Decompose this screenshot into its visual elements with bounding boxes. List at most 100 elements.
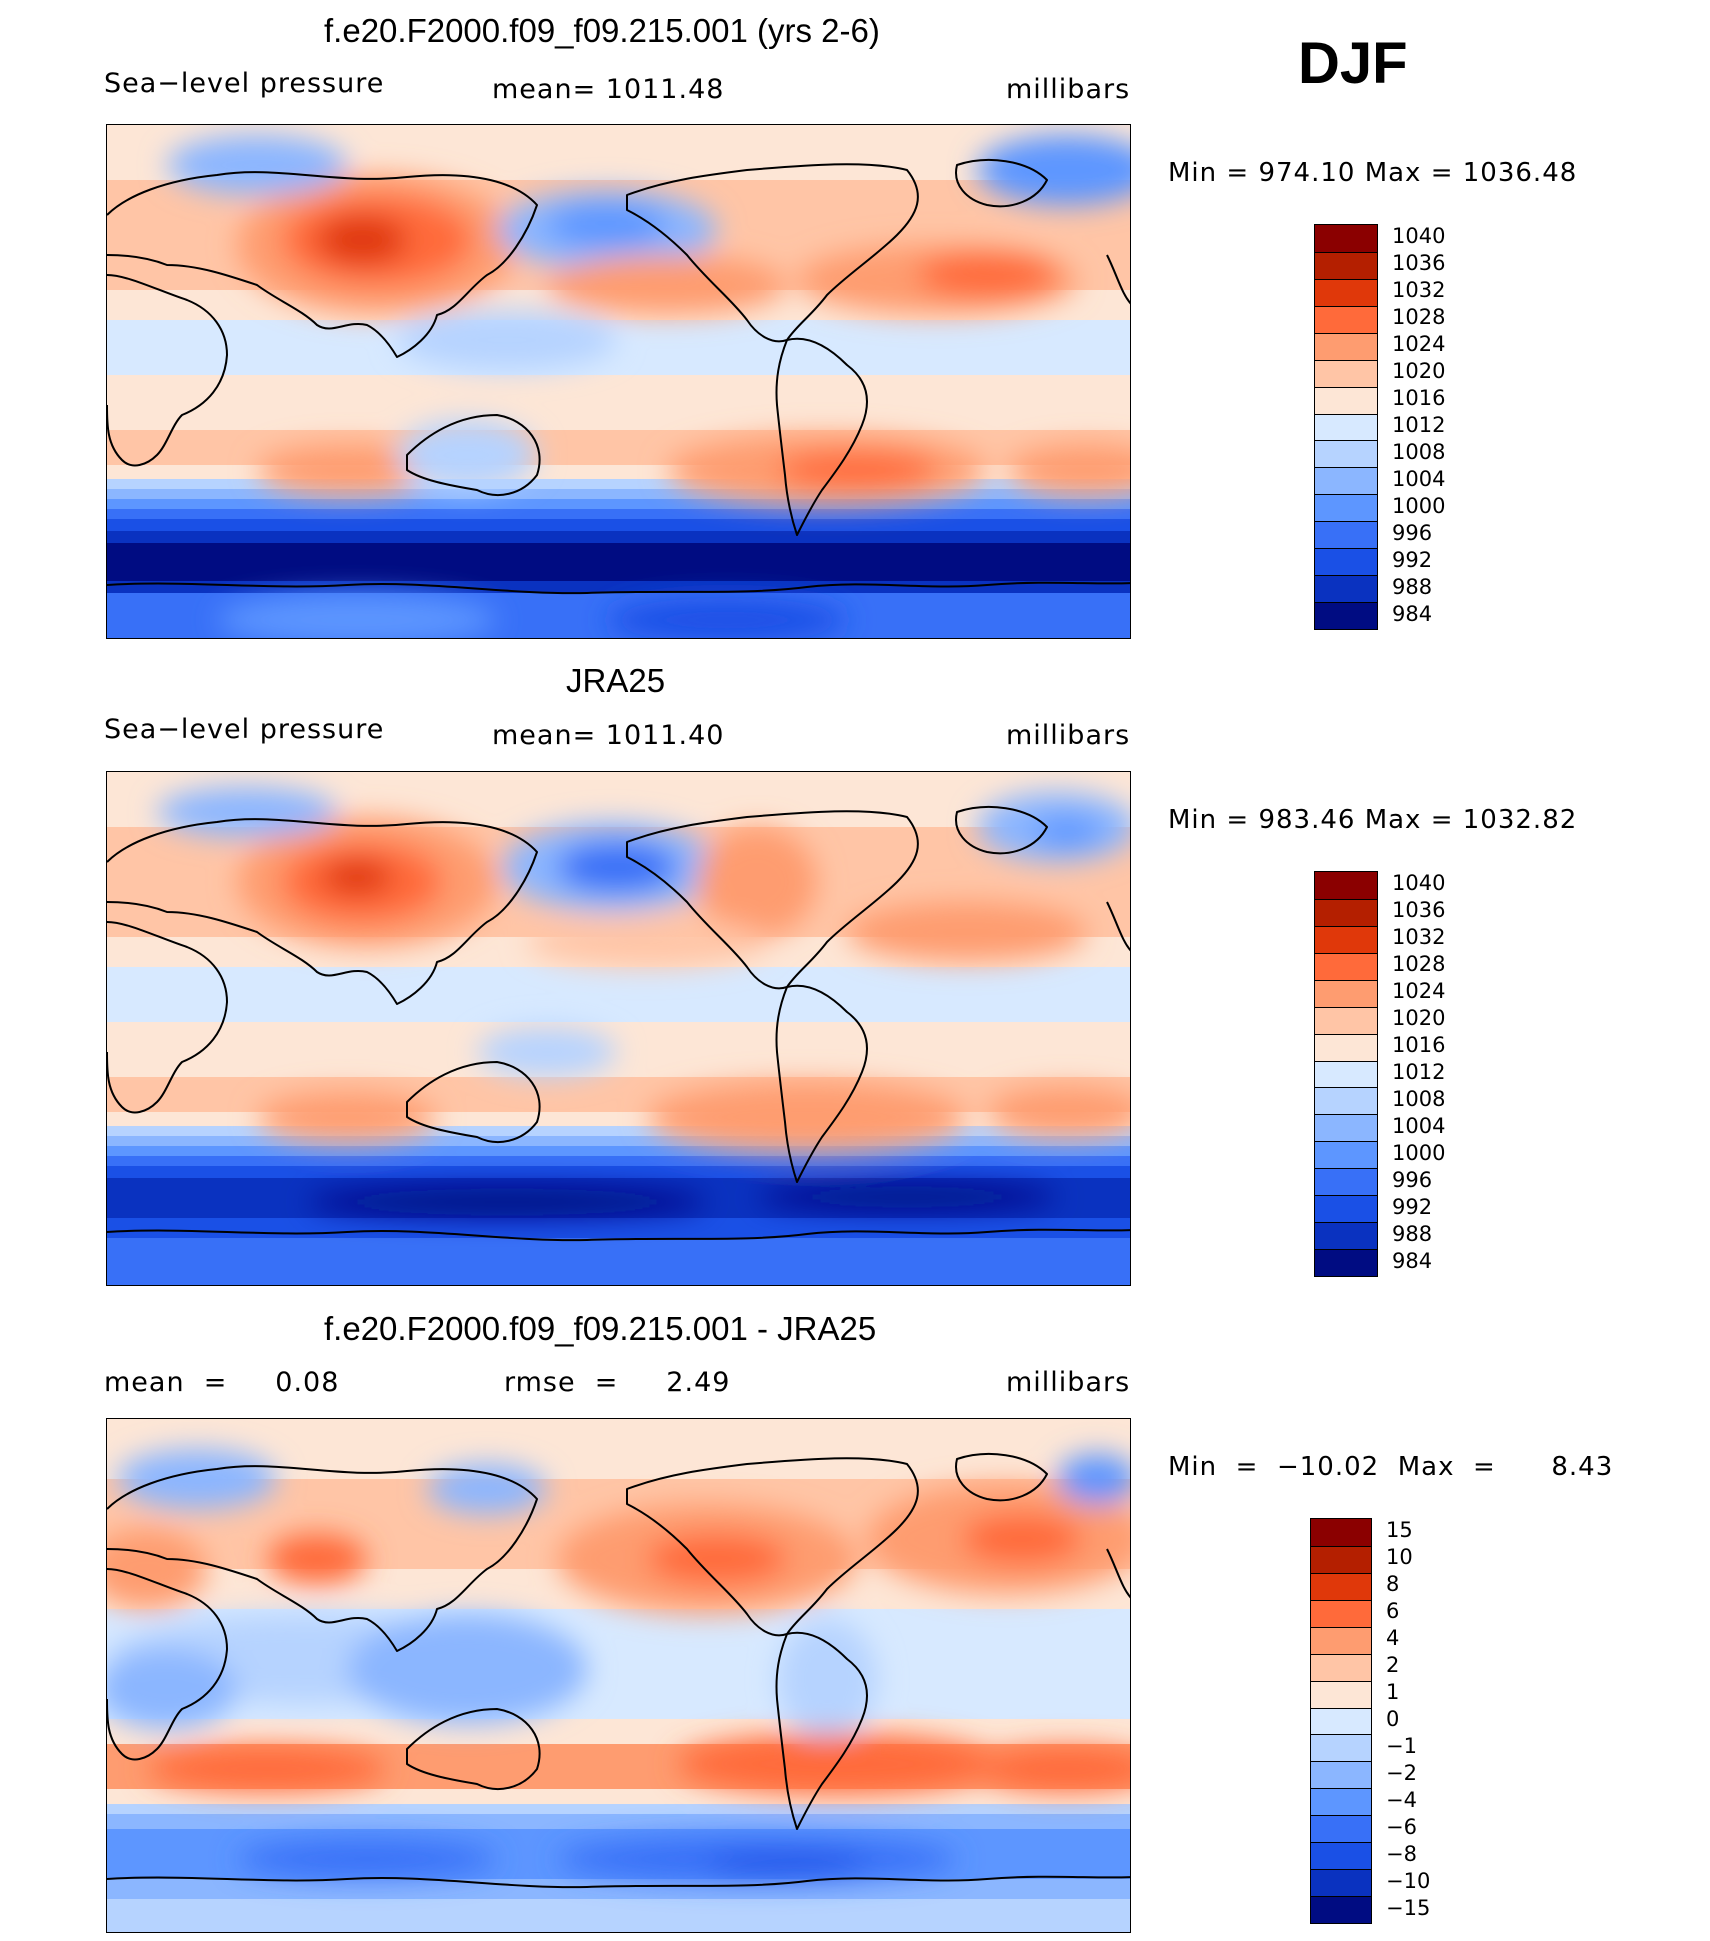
colorbar-level-label: 988	[1392, 574, 1433, 599]
colorbar-swatch	[1315, 548, 1377, 576]
colorbar-level-label: 1032	[1392, 925, 1446, 950]
colorbar-level-label: −4	[1386, 1787, 1417, 1812]
colorbar-swatch	[1315, 1114, 1377, 1142]
colorbar-level-label: 1008	[1392, 439, 1446, 464]
panel1-map	[106, 124, 1131, 639]
colorbar-swatch	[1315, 979, 1377, 1007]
colorbar-swatch	[1311, 1707, 1371, 1735]
panel3-rmse: rmse = 2.49	[504, 1367, 731, 1398]
colorbar-level-label: 1000	[1392, 493, 1446, 518]
colorbar-level-label: −6	[1386, 1814, 1417, 1839]
colorbar-swatch	[1315, 440, 1377, 468]
panel1-coastlines	[107, 159, 1130, 595]
colorbar-swatch	[1311, 1680, 1371, 1708]
colorbar-swatch	[1315, 602, 1377, 629]
colorbar-level-label: 1020	[1392, 359, 1446, 384]
colorbar-swatch	[1311, 1788, 1371, 1816]
colorbar-level-label: 15	[1386, 1518, 1413, 1543]
colorbar-swatch	[1311, 1896, 1371, 1923]
panel3-title: f.e20.F2000.f09_f09.215.001 - JRA25	[324, 1310, 877, 1347]
panel3-field-cells	[107, 1449, 1130, 1881]
colorbar-level-label: 996	[1392, 1167, 1433, 1192]
colorbar-swatch	[1311, 1599, 1371, 1627]
panel1-colorbar	[1314, 224, 1378, 630]
colorbar-swatch	[1311, 1761, 1371, 1789]
colorbar-level-label: 1012	[1392, 413, 1446, 437]
colorbar-swatch	[1315, 952, 1377, 980]
colorbar-level-label: 992	[1392, 1194, 1433, 1219]
panel3-coastlines	[107, 1453, 1130, 1889]
colorbar-swatch	[1311, 1869, 1371, 1897]
colorbar-swatch	[1311, 1815, 1371, 1843]
panel1-mean: mean= 1011.48	[492, 74, 725, 105]
colorbar-level-label: 1004	[1392, 466, 1446, 491]
colorbar-level-label: 996	[1392, 520, 1433, 545]
colorbar-level-label: 1028	[1392, 952, 1446, 977]
panel2-colorbar	[1314, 871, 1378, 1277]
colorbar-swatch	[1315, 467, 1377, 495]
colorbar-level-label: 1024	[1392, 332, 1446, 357]
colorbar-level-label: −15	[1386, 1895, 1431, 1920]
colorbar-level-label: −2	[1386, 1760, 1417, 1785]
colorbar-swatch	[1315, 1168, 1377, 1196]
colorbar-level-label: 1040	[1392, 224, 1446, 249]
colorbar-level-label: −10	[1386, 1868, 1431, 1893]
season-label: DJF	[1298, 31, 1408, 96]
colorbar-level-label: 4	[1386, 1626, 1400, 1651]
colorbar-swatch	[1315, 413, 1377, 441]
colorbar-level-label: 2	[1386, 1653, 1400, 1678]
colorbar-swatch	[1315, 898, 1377, 926]
panel3-units: millibars	[1006, 1367, 1131, 1398]
colorbar-swatch	[1315, 1249, 1377, 1276]
colorbar-swatch	[1311, 1842, 1371, 1870]
colorbar-level-label: 1008	[1392, 1086, 1446, 1111]
panel2-units: millibars	[1006, 720, 1131, 751]
colorbar-swatch	[1315, 278, 1377, 306]
colorbar-level-label: 1036	[1392, 251, 1446, 276]
colorbar-swatch	[1315, 1033, 1377, 1061]
colorbar-swatch	[1315, 925, 1377, 953]
colorbar-swatch	[1315, 1060, 1377, 1088]
colorbar-swatch	[1315, 251, 1377, 279]
panel2-map-svg	[107, 772, 1130, 1285]
colorbar-swatch	[1315, 1141, 1377, 1169]
colorbar-level-label: −8	[1386, 1841, 1417, 1866]
panel2-minmax: Min = 983.46 Max = 1032.82	[1168, 805, 1578, 835]
panel1-title: f.e20.F2000.f09_f09.215.001 (yrs 2-6)	[324, 12, 880, 49]
colorbar-swatch	[1311, 1734, 1371, 1762]
colorbar-swatch	[1315, 494, 1377, 522]
colorbar-swatch	[1311, 1653, 1371, 1681]
colorbar-swatch	[1315, 386, 1377, 414]
panel2-coastlines	[107, 806, 1130, 1242]
panel2-mean: mean= 1011.40	[492, 720, 725, 751]
colorbar-level-label: 8	[1386, 1572, 1400, 1597]
colorbar-level-label: 1016	[1392, 386, 1446, 411]
colorbar-level-label: 1036	[1392, 898, 1446, 923]
colorbar-level-label: 1028	[1392, 305, 1446, 330]
colorbar-swatch	[1315, 872, 1377, 899]
colorbar-swatch	[1315, 1006, 1377, 1034]
colorbar-level-label: 1	[1386, 1680, 1400, 1705]
colorbar-level-label: −1	[1386, 1733, 1417, 1758]
colorbar-swatch	[1315, 1222, 1377, 1250]
panel1-field-cells	[167, 135, 1130, 638]
colorbar-swatch	[1315, 332, 1377, 360]
panel1-variable: Sea−level pressure	[104, 68, 385, 99]
colorbar-level-label: 1000	[1392, 1140, 1446, 1165]
colorbar-swatch	[1311, 1519, 1371, 1546]
colorbar-swatch	[1315, 359, 1377, 387]
panel3-colorbar	[1310, 1518, 1372, 1924]
colorbar-level-label: 1012	[1392, 1060, 1446, 1084]
panel3-map	[106, 1418, 1131, 1933]
colorbar-level-label: 1020	[1392, 1006, 1446, 1031]
panel2-map	[106, 771, 1131, 1286]
panel2-title: JRA25	[566, 662, 666, 699]
panel2-variable: Sea−level pressure	[104, 714, 385, 745]
colorbar-level-label: 1040	[1392, 871, 1446, 896]
colorbar-swatch	[1315, 575, 1377, 603]
colorbar-swatch	[1311, 1545, 1371, 1573]
panel3-mean: mean = 0.08	[104, 1367, 340, 1398]
colorbar-level-label: 984	[1392, 601, 1433, 626]
panel3-map-svg	[107, 1419, 1130, 1932]
colorbar-level-label: 988	[1392, 1221, 1433, 1246]
